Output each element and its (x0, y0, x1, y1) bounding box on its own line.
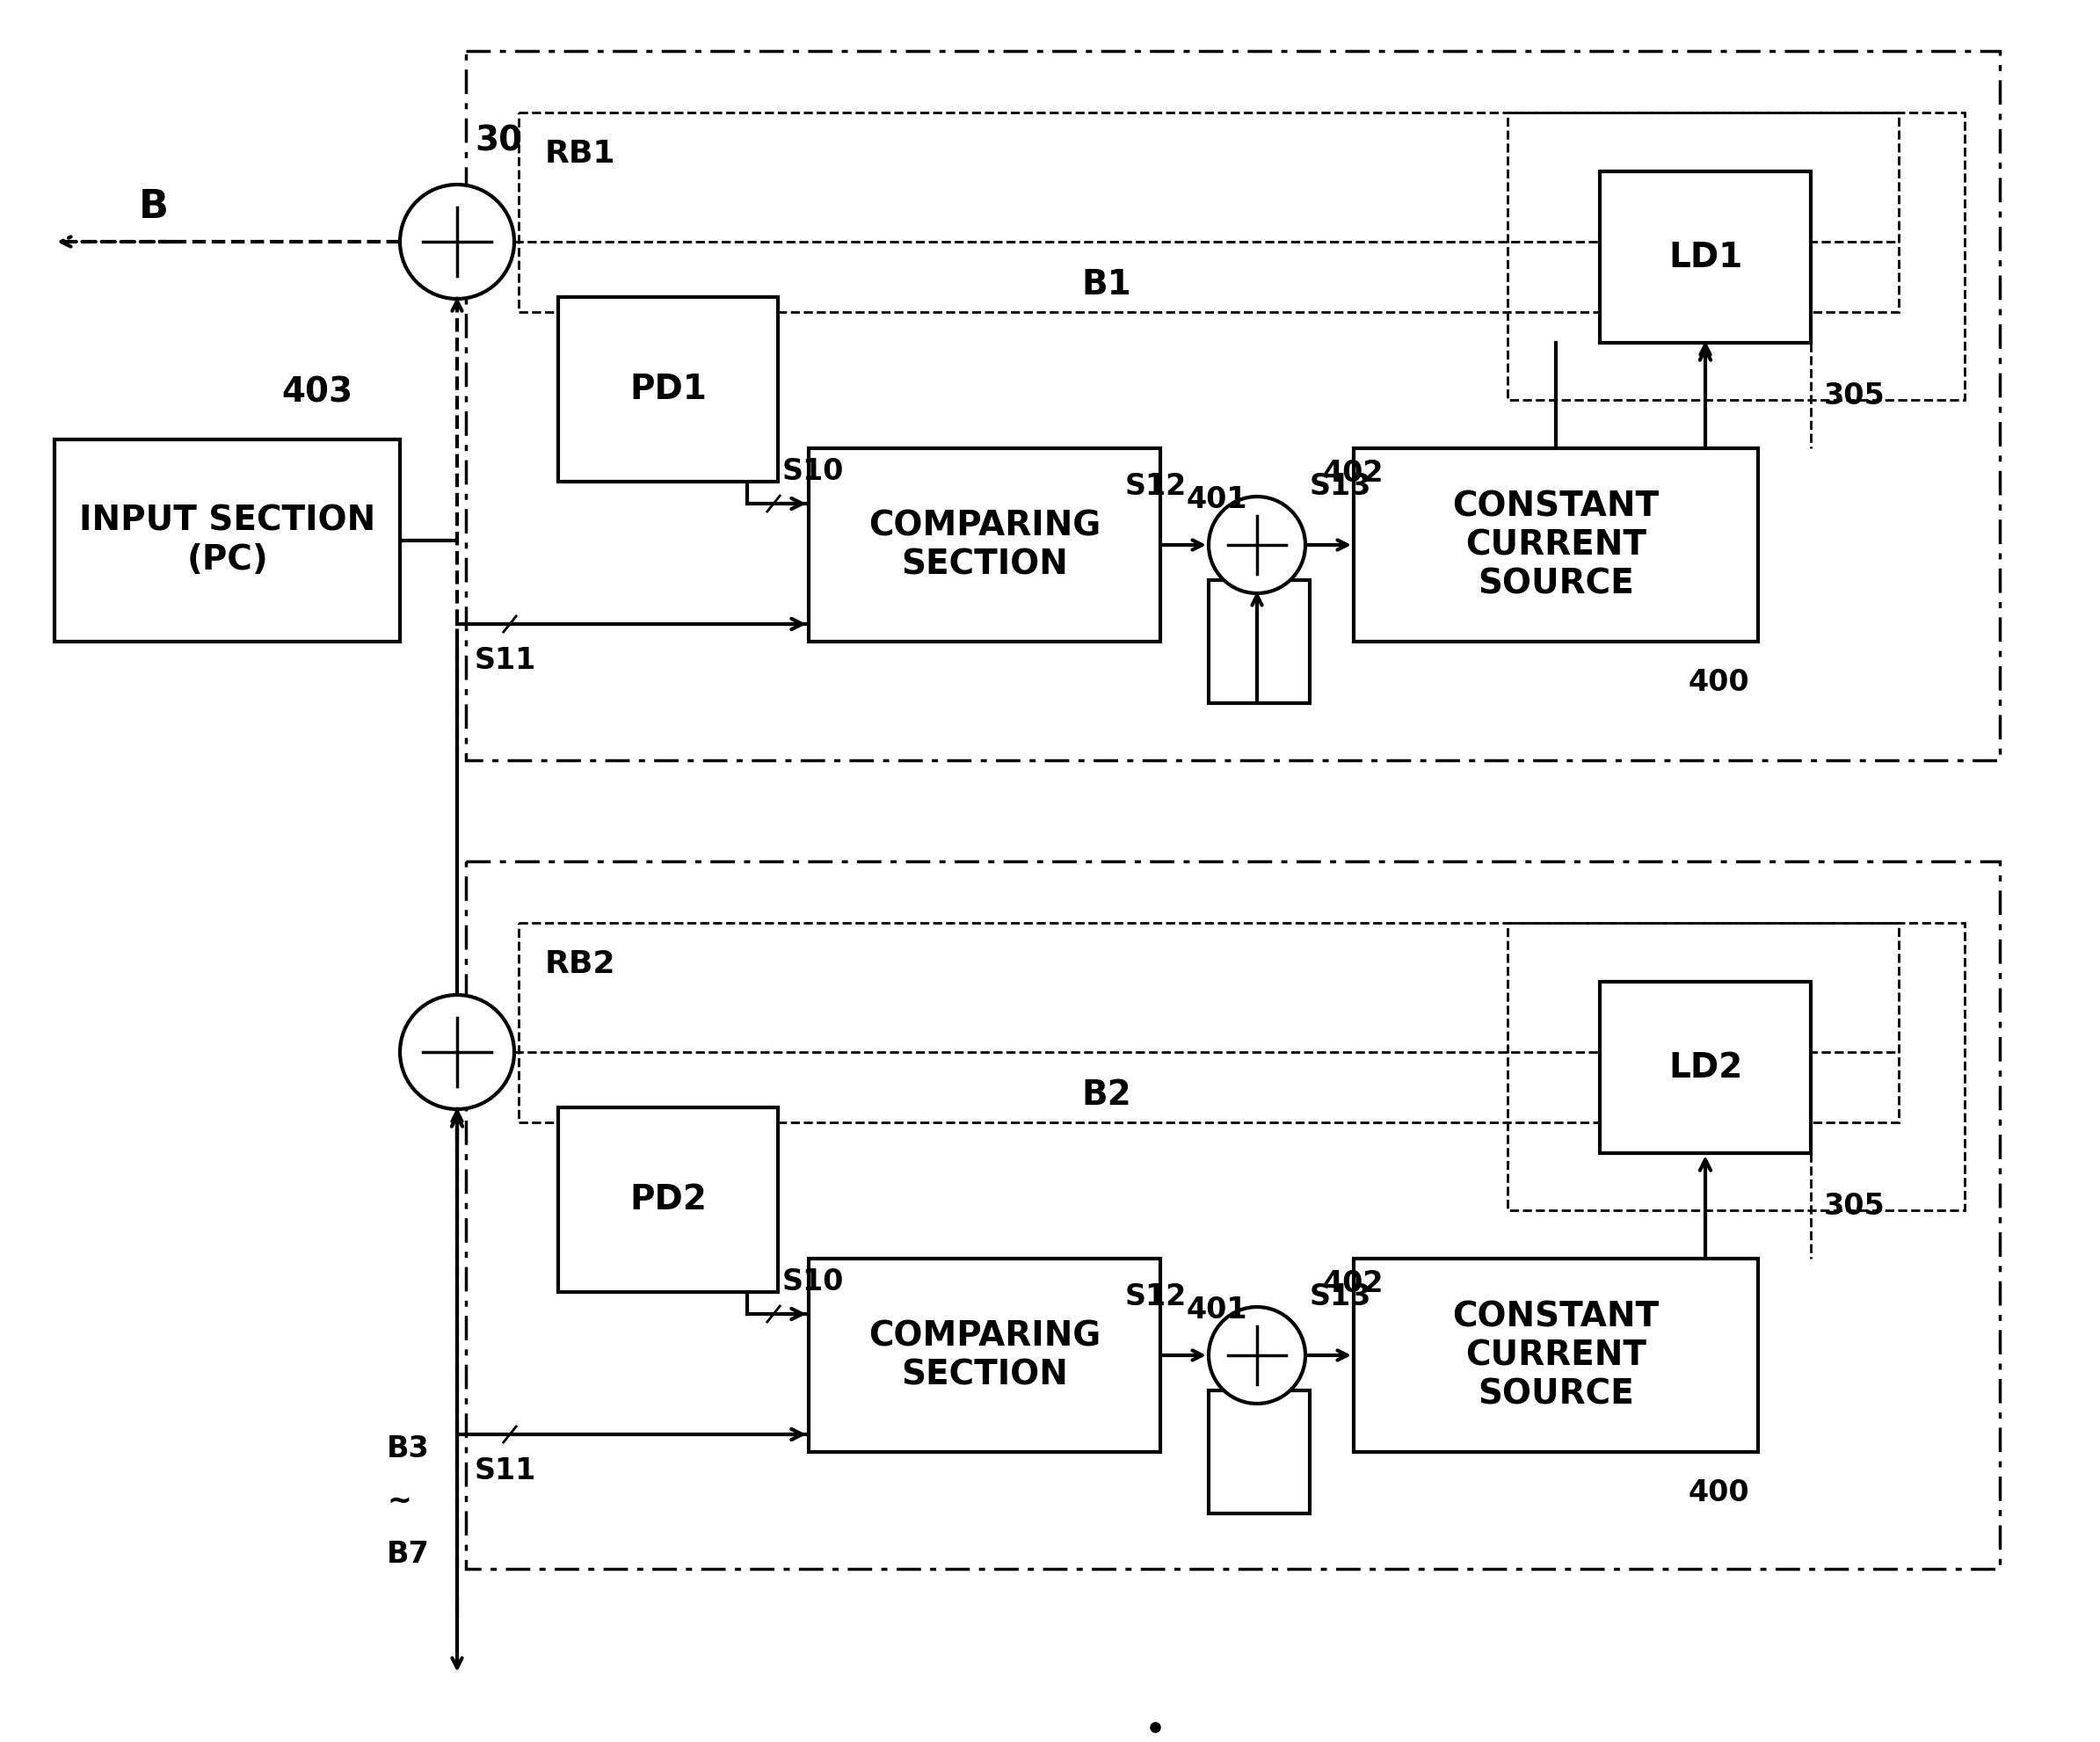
Text: 402: 402 (1323, 1270, 1384, 1298)
Text: B3: B3 (386, 1434, 430, 1463)
Circle shape (399, 995, 514, 1110)
Bar (1508, 923, 1966, 1211)
Bar (1354, 448, 1758, 641)
Text: B1: B1 (1082, 268, 1132, 301)
Text: S10: S10 (783, 1268, 844, 1296)
Text: LD2: LD2 (1667, 1050, 1743, 1084)
Text: S11: S11 (475, 1456, 535, 1486)
Text: 305: 305 (1825, 381, 1886, 409)
Text: 401: 401 (1186, 486, 1247, 514)
Text: CONSTANT
CURRENT
SOURCE: CONSTANT CURRENT SOURCE (1453, 490, 1659, 601)
Bar (519, 923, 1898, 1122)
Text: 401: 401 (1186, 1296, 1247, 1324)
Text: S12: S12 (1126, 1282, 1186, 1312)
Bar (519, 113, 1898, 312)
Bar (55, 439, 399, 641)
Text: 30: 30 (475, 125, 523, 159)
Bar (466, 51, 1999, 760)
Text: RB1: RB1 (546, 139, 615, 169)
Text: B: B (139, 188, 168, 226)
Text: S10: S10 (783, 456, 844, 486)
Text: 400: 400 (1688, 667, 1749, 697)
Text: 305: 305 (1825, 1192, 1886, 1221)
Text: CONSTANT
CURRENT
SOURCE: CONSTANT CURRENT SOURCE (1453, 1300, 1659, 1411)
Text: S13: S13 (1310, 472, 1371, 502)
Text: INPUT SECTION
(PC): INPUT SECTION (PC) (80, 505, 376, 577)
Circle shape (1210, 1306, 1306, 1404)
Bar (466, 861, 1999, 1570)
Text: S12: S12 (1126, 472, 1186, 502)
Text: S13: S13 (1310, 1282, 1371, 1312)
Bar (559, 298, 777, 481)
Text: B7: B7 (386, 1540, 430, 1570)
Circle shape (399, 185, 514, 300)
Bar (1600, 982, 1810, 1153)
Text: 400: 400 (1688, 1479, 1749, 1507)
Text: PD2: PD2 (630, 1183, 708, 1216)
Bar (1354, 1259, 1758, 1453)
Text: PD1: PD1 (630, 373, 708, 406)
Text: 403: 403 (281, 375, 353, 409)
Bar (1210, 580, 1310, 704)
Text: B2: B2 (1082, 1078, 1132, 1111)
Bar (1210, 1390, 1310, 1514)
Bar (808, 448, 1161, 641)
Text: 402: 402 (1323, 458, 1384, 488)
Circle shape (1210, 496, 1306, 594)
Bar (1508, 113, 1966, 401)
Text: LD1: LD1 (1667, 240, 1743, 273)
Text: COMPARING
SECTION: COMPARING SECTION (869, 1319, 1100, 1392)
Bar (808, 1259, 1161, 1453)
Text: S11: S11 (475, 646, 535, 674)
Text: COMPARING
SECTION: COMPARING SECTION (869, 509, 1100, 582)
Bar (1600, 171, 1810, 343)
Text: RB2: RB2 (546, 949, 615, 979)
Bar (559, 1108, 777, 1293)
Text: ~: ~ (386, 1488, 412, 1516)
